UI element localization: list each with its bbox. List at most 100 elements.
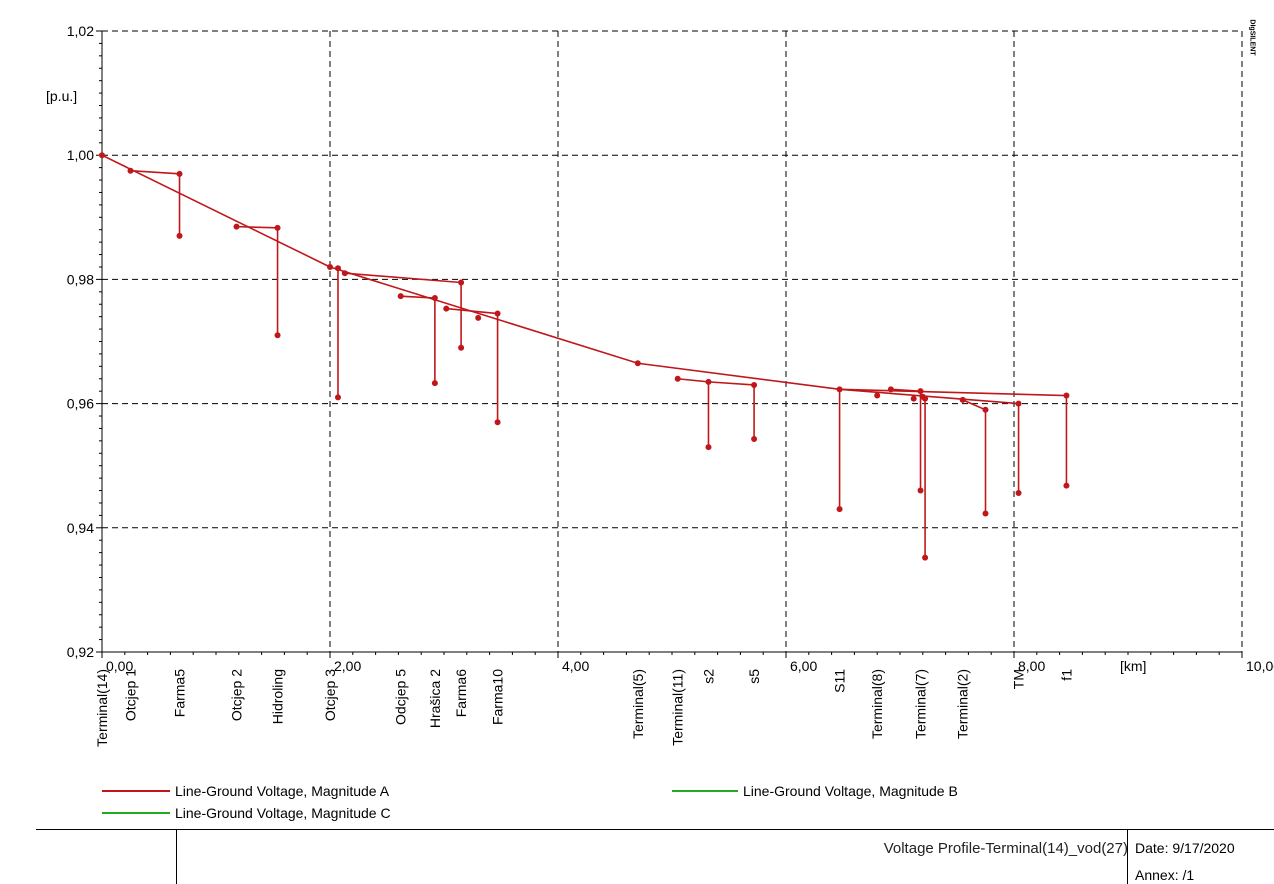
data-point: [922, 395, 929, 402]
node-label: Terminal(2): [955, 669, 971, 739]
node-label: S11: [832, 669, 848, 693]
node-label: Terminal(8): [869, 669, 885, 739]
x-tick-label: 0,00: [106, 658, 133, 674]
series-segment: [677, 377, 709, 383]
node-label: Terminal(14): [94, 669, 110, 747]
node-label: s2: [700, 669, 716, 684]
data-points-layer: [99, 152, 1070, 561]
data-point: [982, 510, 989, 517]
digsilent-logo: DIgSILENT: [1249, 12, 1268, 68]
x-tick-label: 2,00: [334, 658, 361, 674]
node-label: Farma5: [172, 669, 188, 717]
data-point: [705, 444, 712, 451]
node-labels-layer: Terminal(14) Otcjep 1 Farma5 Otcjep 2 Hidrol…: [94, 669, 1074, 747]
node-label: Terminal(11): [670, 669, 686, 746]
data-point: [233, 223, 240, 230]
data-point: [982, 406, 989, 413]
grid: [102, 30, 1243, 652]
data-point: [917, 487, 924, 494]
data-point: [959, 396, 966, 403]
data-point: [431, 295, 438, 302]
data-point: [458, 279, 465, 286]
node-label: Terminal(5): [630, 669, 646, 739]
data-point: [674, 375, 681, 382]
legend: Line-Ground Voltage, Magnitude A Line-Gro…: [102, 783, 958, 821]
data-point: [334, 394, 341, 401]
logo-text: DIgSILENT: [1248, 19, 1256, 56]
series-segment: [344, 272, 462, 284]
y-tick-label: 0,98: [67, 271, 94, 287]
series-segment: [329, 266, 639, 364]
data-point: [341, 270, 348, 277]
y-tick-label: 1,02: [67, 23, 94, 39]
data-point: [836, 386, 843, 393]
y-tick-label: 0,96: [67, 396, 94, 412]
node-label: Hrašica 2: [427, 669, 443, 728]
data-point: [176, 232, 183, 239]
data-point: [922, 554, 929, 561]
axes: 0,92 0,94 0,96 0,98 1,00 1,02 0,00 2,00 4,00 6,00…: [46, 23, 1274, 674]
data-point: [836, 506, 843, 513]
data-point: [494, 419, 501, 426]
node-label: s5: [746, 669, 762, 684]
node-label: Odcjep 5: [393, 669, 409, 725]
data-point: [1063, 482, 1070, 489]
node-label: Terminal(7): [913, 669, 929, 739]
node-label: TM: [1011, 669, 1027, 689]
data-point: [127, 167, 134, 174]
data-point: [397, 293, 404, 300]
series-segment: [101, 154, 331, 268]
data-point: [874, 392, 881, 399]
data-point: [1015, 490, 1022, 497]
data-point: [751, 381, 758, 388]
series-segment: [400, 295, 435, 299]
data-point: [917, 388, 924, 395]
annex-text: Annex: /1: [1135, 867, 1195, 883]
date-text: Date: 9/17/2020: [1135, 840, 1235, 856]
series-segment: [708, 381, 755, 386]
legend-label: Line-Ground Voltage, Magnitude A: [175, 783, 390, 799]
data-point: [1015, 400, 1022, 407]
data-point: [475, 314, 482, 321]
data-point: [910, 395, 917, 402]
series-segment: [130, 169, 180, 175]
data-point: [99, 152, 105, 159]
data-point: [458, 344, 465, 351]
data-point: [443, 305, 450, 312]
series-segment: [446, 307, 498, 315]
data-point: [334, 265, 341, 272]
series-segment: [637, 362, 840, 391]
data-point: [887, 386, 894, 393]
x-tick-label: 8,00: [1018, 658, 1045, 674]
series-segment: [890, 388, 921, 392]
y-tick-label: 0,94: [67, 520, 94, 536]
series-line-layer: [101, 154, 1068, 558]
x-tick-label: 4,00: [562, 658, 589, 674]
data-point: [705, 378, 712, 385]
series-segment: [236, 225, 278, 229]
data-point: [634, 360, 641, 367]
legend-label: Line-Ground Voltage, Magnitude C: [175, 805, 391, 821]
title-block: Voltage Profile-Terminal(14)_vod(27) Dat…: [36, 829, 1274, 884]
y-axis-label: [p.u.]: [46, 88, 77, 104]
x-axis-label: [km]: [1120, 658, 1146, 674]
node-label: Otcjep 2: [229, 669, 245, 721]
data-point: [431, 380, 438, 387]
y-tick-label: 1,00: [67, 147, 94, 163]
data-point: [274, 332, 281, 339]
node-label: Farma6: [453, 669, 469, 717]
series-segment: [962, 399, 986, 411]
data-point: [1063, 392, 1070, 399]
data-point: [751, 435, 758, 442]
node-label: Farma10: [490, 669, 506, 725]
data-point: [327, 263, 333, 270]
node-label: f1: [1058, 669, 1074, 681]
legend-label: Line-Ground Voltage, Magnitude B: [743, 783, 958, 799]
node-label: Otcjep 3: [322, 669, 338, 721]
title-block-left-cell: [36, 830, 177, 884]
series-segment: [839, 388, 1019, 405]
node-label: Otcjep 1: [123, 669, 139, 721]
x-tick-label: 6,00: [790, 658, 817, 674]
data-point: [494, 310, 501, 317]
